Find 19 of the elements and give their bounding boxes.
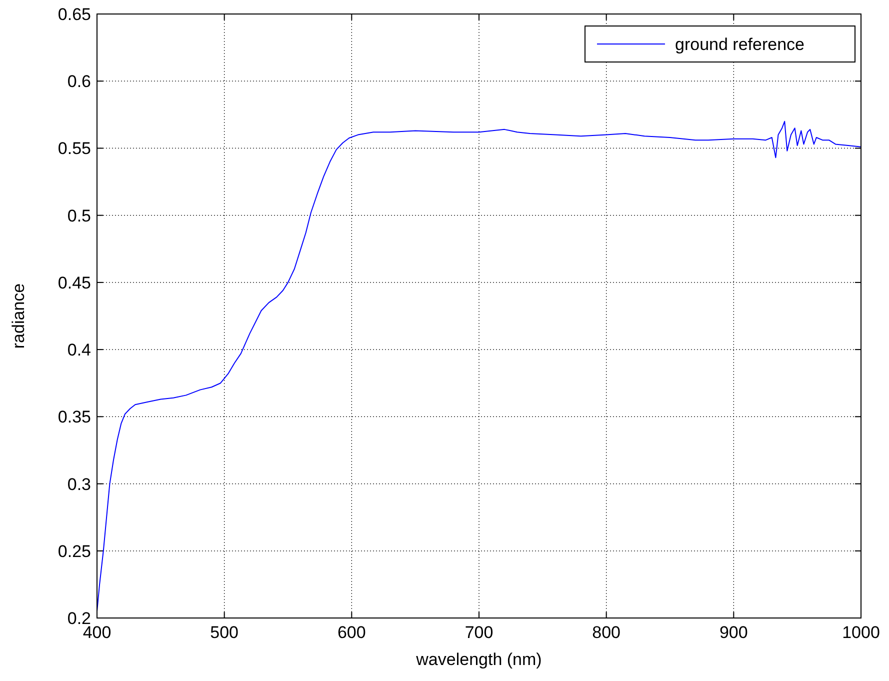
y-tick-label: 0.6 [67,72,91,92]
x-tick-label: 800 [592,623,621,642]
legend-label: ground reference [675,35,804,54]
x-tick-label: 600 [337,623,366,642]
x-tick-label: 500 [210,623,239,642]
y-tick-label: 0.45 [58,273,91,292]
x-tick-label: 900 [719,623,748,642]
y-tick-label: 0.25 [58,542,91,561]
y-tick-label: 0.4 [67,340,91,360]
x-axis-title: wavelength (nm) [415,650,542,669]
y-tick-label: 0.3 [67,474,91,494]
y-tick-label: 0.55 [58,139,91,158]
y-tick-label: 0.35 [58,408,91,427]
x-tick-label: 400 [82,623,112,642]
y-tick-label: 0.5 [67,206,91,226]
x-tick-label: 700 [464,623,494,642]
x-tick-label: 1000 [842,623,880,642]
y-axis-title: radiance [9,283,28,349]
y-tick-label: 0.65 [58,5,91,24]
